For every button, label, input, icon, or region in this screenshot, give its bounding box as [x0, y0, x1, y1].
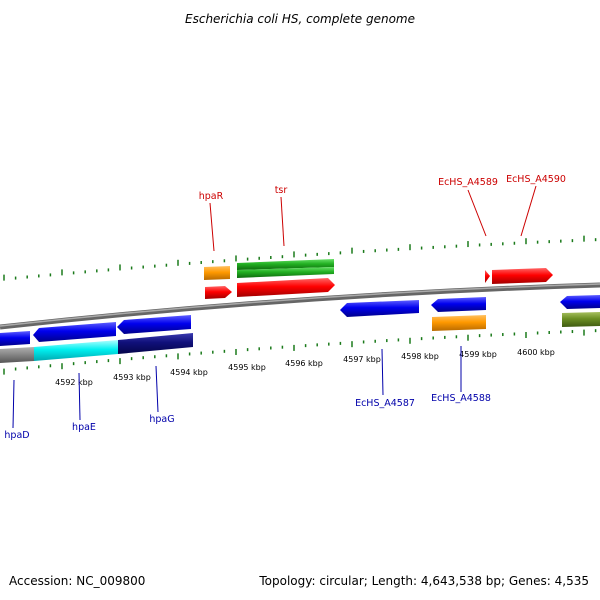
gene-tsr-green-bar-top[interactable]: [237, 259, 334, 270]
map-title: Escherichia coli HS, complete genome: [185, 12, 415, 26]
genome-backbone: [0, 282, 600, 330]
gene-label-EcHS_A4588[interactable]: EcHS_A4588: [431, 393, 491, 404]
gene-EcHS_A4587-arrow[interactable]: [340, 300, 419, 317]
gene-hpaE-cyan-bar[interactable]: [34, 340, 118, 361]
gene-label-EcHS_A4587[interactable]: EcHS_A4587: [355, 398, 415, 409]
gene-hpaR-orange-bar[interactable]: [204, 266, 230, 280]
gene-hpaG-arrow[interactable]: [117, 315, 191, 334]
lower-tick-row: [3, 329, 597, 375]
gene-tsr-green-bar-bottom[interactable]: [237, 267, 334, 278]
scale-labels: 4592 kbp 4593 kbp 4594 kbp 4595 kbp 4596…: [55, 348, 555, 387]
scale-label: 4596 kbp: [285, 359, 323, 368]
scale-label: 4592 kbp: [55, 378, 93, 387]
leader-hpaE: [78, 372, 81, 421]
scale-label: 4593 kbp: [113, 373, 151, 382]
scale-label: 4598 kbp: [401, 352, 439, 361]
scale-label: 4595 kbp: [228, 363, 266, 372]
gene-label-tsr[interactable]: tsr: [275, 185, 288, 196]
leader-hpaG: [155, 365, 159, 413]
gene-EcHS_A4590-arrow[interactable]: [492, 268, 553, 284]
scale-label: 4597 kbp: [343, 355, 381, 364]
gene-hpaD-gray-bar[interactable]: [0, 347, 34, 363]
upper-tick-row: [3, 235, 597, 281]
genome-backbone-highlight: [0, 283, 600, 327]
gene-right-edge-arrow[interactable]: [560, 295, 600, 309]
gene-hpaG-navy-bar[interactable]: [118, 333, 193, 354]
gene-label-hpaD[interactable]: hpaD: [4, 430, 29, 441]
gene-EcHS_A4588-arrow[interactable]: [431, 297, 486, 312]
leader-EcHS_A4587: [381, 348, 384, 396]
gene-label-hpaE[interactable]: hpaE: [72, 422, 96, 433]
leader-EcHS_A4589: [467, 189, 487, 237]
scale-label: 4600 kbp: [517, 348, 555, 357]
gene-label-EcHS_A4590[interactable]: EcHS_A4590: [506, 174, 566, 185]
label-leaders: [12, 185, 537, 429]
gene-hpaD-arrow[interactable]: [0, 331, 30, 346]
gene-label-hpaG[interactable]: hpaG: [149, 414, 174, 425]
accession-text: Accession: NC_009800: [9, 574, 146, 588]
gene-tsr-arrow[interactable]: [237, 278, 335, 297]
gene-hpaE-arrow[interactable]: [33, 322, 116, 342]
scale-label: 4599 kbp: [459, 350, 497, 359]
scale-label: 4594 kbp: [170, 368, 208, 377]
gene-label-hpaR[interactable]: hpaR: [199, 191, 224, 202]
genome-summary-text: Topology: circular; Length: 4,643,538 bp…: [259, 574, 589, 588]
gene-right-edge-olive-bar[interactable]: [562, 312, 600, 327]
leader-hpaD: [12, 379, 15, 429]
leader-hpaR: [209, 202, 215, 252]
gene-EcHS_A4589-arrowhead[interactable]: [485, 270, 490, 283]
gene-EcHS_A4588-orange-bar[interactable]: [432, 315, 486, 331]
leader-EcHS_A4590: [520, 185, 537, 237]
gene-label-EcHS_A4589[interactable]: EcHS_A4589: [438, 177, 498, 188]
gene-hpaR-arrow[interactable]: [205, 286, 232, 299]
leader-tsr: [280, 196, 285, 247]
gene-labels: hpaR tsr EcHS_A4589 EcHS_A4590 hpaD hpaE…: [4, 174, 566, 441]
